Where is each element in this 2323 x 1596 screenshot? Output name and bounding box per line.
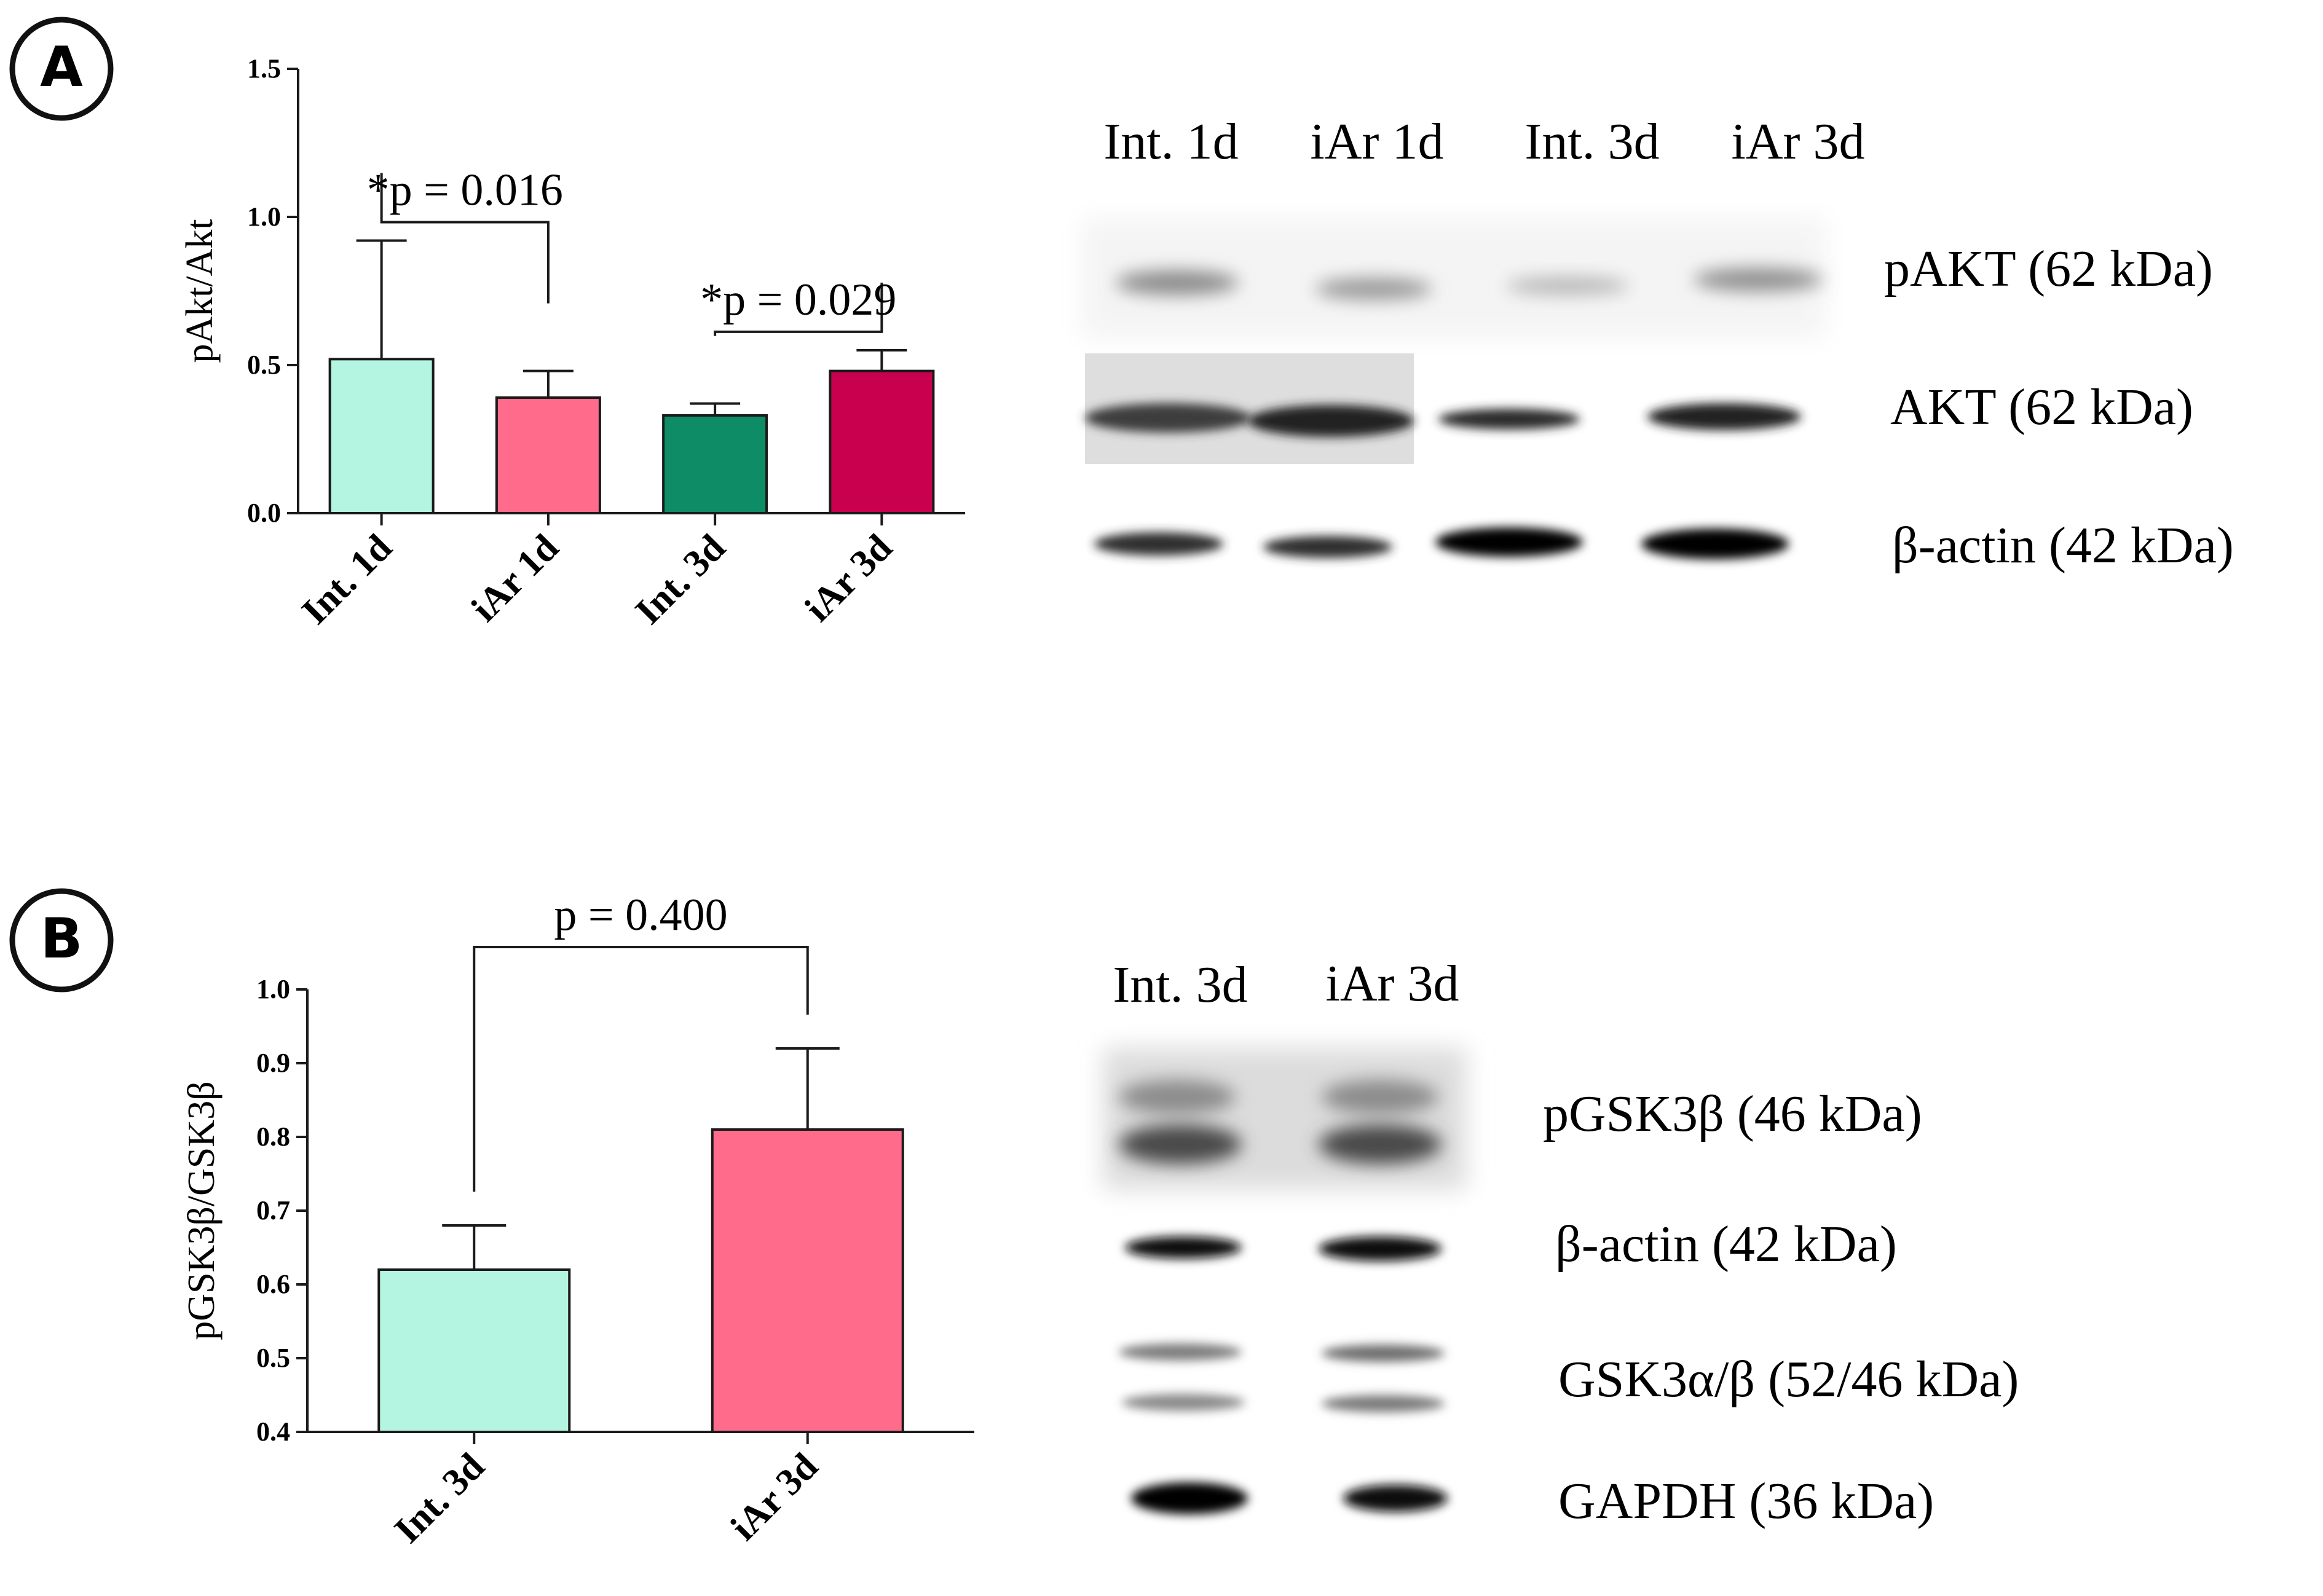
blot-strip-akt <box>1085 353 1801 464</box>
x-tick-label: iAr 3d <box>797 527 900 630</box>
significance-label: *p = 0.029 <box>700 275 896 325</box>
panel-a-badge <box>9 17 114 121</box>
panel-a-lane-label: Int. 1d <box>1103 113 1238 170</box>
blot-band <box>1694 268 1823 291</box>
x-tick-label: Int. 3d <box>628 527 733 632</box>
y-tick-label: 0.9 <box>256 1048 290 1078</box>
blot-strip-gsk3ab <box>1119 1343 1445 1412</box>
panel-b-blot-protein-labels: pGSK3β (46 kDa) β-actin (42 kDa) GSK3α/β… <box>1543 1085 2019 1530</box>
panel-a-lane-label: iAr 1d <box>1311 113 1444 170</box>
bar <box>377 1268 571 1433</box>
y-tick-label: 0.5 <box>256 1343 290 1373</box>
bar <box>829 369 935 515</box>
blot-band <box>1119 1080 1236 1114</box>
panel-a-blot-protein-labels: pAKT (62 kDa) AKT (62 kDa) β-actin (42 k… <box>1884 240 2234 574</box>
panel-a-bar-chart: pAkt/Akt 0.0 0.5 1.0 1.5 Int. 1d iAr 1d Int. 3… <box>179 53 965 632</box>
panel-b-lane-label: iAr 3d <box>1326 955 1459 1012</box>
x-tick-label: iAr 1d <box>463 527 567 630</box>
x-tick-label: iAr 3d <box>723 1445 826 1549</box>
bar <box>495 396 601 515</box>
blot-band <box>1435 527 1583 557</box>
blot-band <box>1319 1125 1442 1164</box>
significance-bracket <box>473 946 809 1192</box>
panel-a-protein-label: AKT (62 kDa) <box>1890 379 2193 436</box>
y-tick-label: 0.7 <box>256 1195 290 1225</box>
panel-b-protein-label: GSK3α/β (52/46 kDa) <box>1558 1351 2019 1408</box>
blot-strip-gapdh <box>1131 1482 1448 1514</box>
panel-b-bar-chart: pGSK3β/GSK3β 0.4 0.5 0.6 0.7 0.8 0.9 1.0 Int. 3… <box>181 890 974 1551</box>
panel-a-blot-lane-labels: Int. 1d iAr 1d Int. 3d iAr 3d <box>1103 113 1864 170</box>
y-tick-label: 1.5 <box>247 53 281 84</box>
blot-band <box>1085 403 1251 433</box>
panel-b-letter: B <box>41 906 83 971</box>
blot-strip-pakt <box>1082 218 1826 338</box>
y-tick-label: 0.5 <box>247 350 281 380</box>
panel-b-badge <box>9 888 114 993</box>
y-tick-label: 1.0 <box>247 202 281 232</box>
panel-b-blot-lane-labels: Int. 3d iAr 3d <box>1113 955 1459 1013</box>
panel-b-lane-label: Int. 3d <box>1113 956 1247 1013</box>
blot-band <box>1119 1343 1242 1361</box>
blot-band <box>1122 1394 1245 1411</box>
blot-band <box>1641 529 1789 559</box>
y-tick-label: 0.4 <box>256 1417 290 1447</box>
blot-band <box>1125 1236 1242 1259</box>
significance-label: p = 0.400 <box>554 890 727 940</box>
panel-b-western-blot: Int. 3d iAr 3d <box>1103 955 2019 1530</box>
panel-a-y-axis-label: pAkt/Akt <box>179 219 221 363</box>
y-tick-label: 0.0 <box>247 498 281 528</box>
panel-a-protein-label: pAKT (62 kDa) <box>1884 240 2213 297</box>
blot-band <box>1322 1345 1445 1362</box>
blot-band <box>1094 532 1223 556</box>
panel-a-western-blot: Int. 1d iAr 1d Int. 3d iAr 3d <box>1082 113 2234 574</box>
x-tick-label: Int. 3d <box>387 1445 492 1551</box>
blot-strip-pgsk3b <box>1103 1048 1466 1189</box>
blot-band <box>1131 1482 1248 1514</box>
y-tick-label: 0.6 <box>256 1269 290 1299</box>
blot-band <box>1438 409 1580 430</box>
panel-a-letter: A <box>40 35 83 100</box>
panel-b-protein-label: GAPDH (36 kDa) <box>1558 1472 1934 1530</box>
blot-band <box>1319 1236 1442 1261</box>
panel-a-lane-label: Int. 3d <box>1524 113 1659 170</box>
blot-band <box>1506 277 1629 295</box>
blot-band <box>1315 278 1432 300</box>
bar <box>711 1128 904 1433</box>
panel-b-protein-label: β-actin (42 kDa) <box>1555 1216 1897 1273</box>
blot-band <box>1248 405 1414 437</box>
x-tick-label: Int. 1d <box>294 527 400 632</box>
panel-b-y-axis-label: pGSK3β/GSK3β <box>181 1081 223 1340</box>
significance-label: *p = 0.016 <box>367 165 563 216</box>
panel-a-protein-label: β-actin (42 kDa) <box>1892 517 2234 574</box>
blot-band <box>1119 1125 1242 1164</box>
panel-a-lane-label: iAr 3d <box>1732 113 1865 170</box>
blot-band <box>1116 270 1239 295</box>
significance-bracket <box>714 282 883 336</box>
blot-strip-beta-actin-b <box>1125 1236 1442 1261</box>
bar <box>328 358 435 514</box>
panel-b-protein-label: pGSK3β (46 kDa) <box>1543 1085 1922 1142</box>
bar <box>662 414 768 514</box>
panel-b: B pGSK3β/GSK3β 0.4 0.5 0.6 0.7 0.8 0.9 1.0 Int.… <box>9 888 2019 1551</box>
blot-band <box>1263 536 1392 558</box>
blot-band <box>1322 1080 1438 1114</box>
blot-band <box>1322 1395 1445 1412</box>
blot-background <box>1103 1048 1466 1189</box>
significance-bracket <box>380 173 550 304</box>
y-tick-label: 0.8 <box>256 1122 290 1152</box>
blot-band <box>1343 1485 1448 1512</box>
blot-band <box>1647 403 1801 430</box>
blot-strip-beta-actin <box>1094 527 1789 559</box>
y-tick-label: 1.0 <box>256 974 290 1004</box>
